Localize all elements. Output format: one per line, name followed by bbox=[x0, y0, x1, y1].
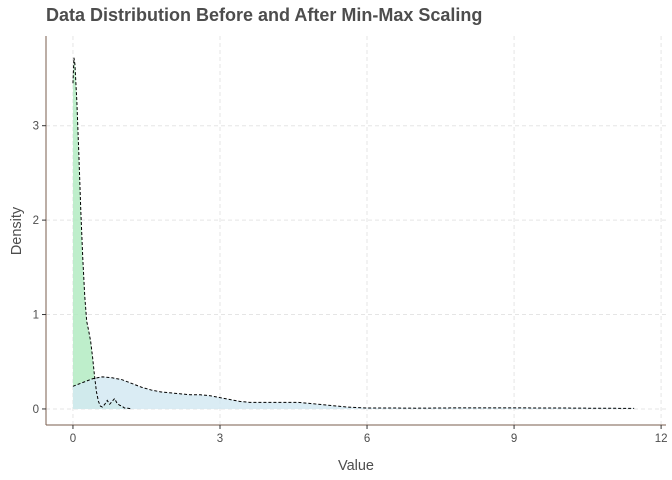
axes bbox=[45, 36, 666, 426]
y-tick-label: 2 bbox=[33, 215, 39, 227]
density-area-2 bbox=[72, 376, 635, 409]
chart-title: Data Distribution Before and After Min-M… bbox=[46, 5, 483, 25]
x-tick-label: 9 bbox=[511, 433, 517, 445]
grid bbox=[46, 36, 666, 425]
x-tick-label: 6 bbox=[364, 433, 370, 445]
x-tick-label: 12 bbox=[655, 433, 668, 445]
density-line-1 bbox=[72, 57, 132, 410]
density-areas bbox=[72, 57, 635, 409]
x-tick-label: 3 bbox=[217, 433, 223, 445]
y-tick-label: 0 bbox=[33, 404, 39, 416]
y-tick-label: 3 bbox=[33, 121, 39, 133]
x-axis-title: Value bbox=[338, 458, 374, 474]
density-line-2 bbox=[72, 376, 635, 409]
density-area-1 bbox=[72, 57, 132, 409]
y-axis-title: Density bbox=[9, 206, 25, 255]
density-lines bbox=[72, 57, 635, 410]
x-tick-label: 0 bbox=[70, 433, 76, 445]
y-tick-label: 1 bbox=[33, 310, 39, 322]
